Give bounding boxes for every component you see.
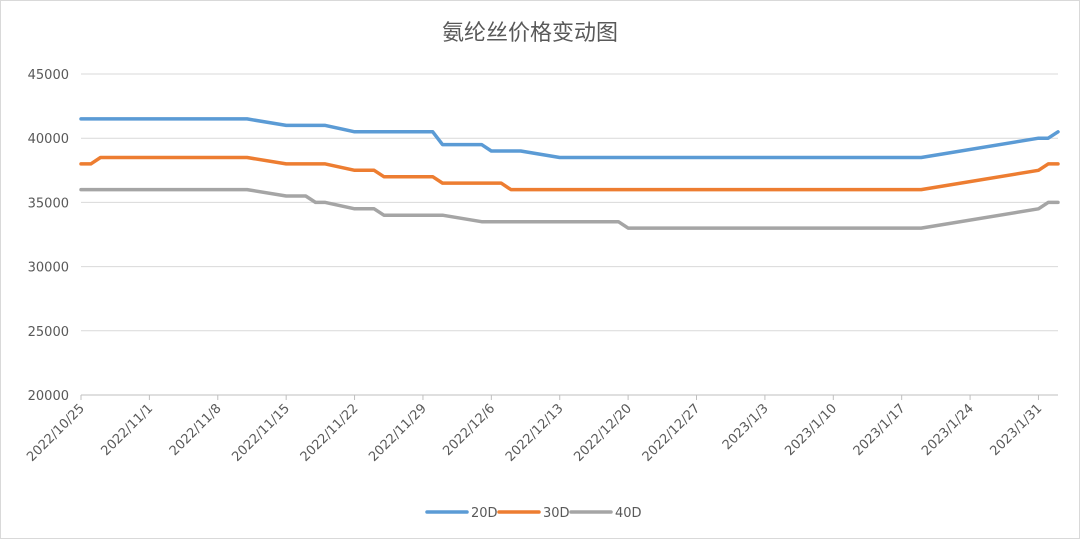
x-tick-label: 2022/12/20 <box>571 401 635 465</box>
y-tick-label: 45000 <box>28 68 69 83</box>
legend-label-20d: 20D <box>471 506 498 521</box>
legend: 20D 30D 40D <box>427 506 642 521</box>
y-tick-label: 40000 <box>28 132 69 147</box>
y-tick-label: 30000 <box>28 261 69 276</box>
gridlines <box>81 74 1058 331</box>
legend-label-30d: 30D <box>543 506 570 521</box>
x-tick-label: 2022/12/13 <box>503 401 567 465</box>
series-lines <box>81 119 1058 228</box>
legend-label-40d: 40D <box>615 506 642 521</box>
x-tick-label: 2023/1/24 <box>919 401 977 459</box>
x-tick-label: 2022/10/25 <box>24 401 88 465</box>
x-tick-label: 2023/1/3 <box>720 401 772 453</box>
x-tick-label: 2023/1/17 <box>851 401 909 459</box>
x-tick-label: 2022/11/8 <box>167 401 225 459</box>
chart-title: 氨纶丝价格变动图 <box>442 21 618 46</box>
x-tick-label: 2023/1/31 <box>988 401 1046 459</box>
series-line-40d <box>81 190 1058 229</box>
y-axis: 20000 25000 30000 35000 40000 45000 <box>28 68 69 404</box>
series-line-30d <box>81 158 1058 190</box>
x-tick-label: 2023/1/10 <box>782 401 840 459</box>
x-tick-label: 2022/11/29 <box>366 401 430 465</box>
y-tick-label: 20000 <box>28 389 69 404</box>
x-tick-label: 2022/11/15 <box>229 401 293 465</box>
x-tick-label: 2022/12/27 <box>640 401 704 465</box>
y-tick-label: 25000 <box>28 325 69 340</box>
x-tick-label: 2022/11/1 <box>98 401 156 459</box>
x-tick-label: 2022/11/22 <box>298 401 362 465</box>
y-tick-label: 35000 <box>28 196 69 211</box>
x-tick-label: 2022/12/6 <box>440 401 498 459</box>
